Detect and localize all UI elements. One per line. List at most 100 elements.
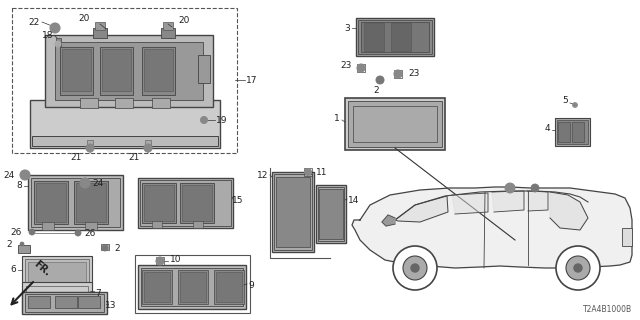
Circle shape bbox=[200, 116, 207, 124]
Polygon shape bbox=[492, 191, 524, 212]
Circle shape bbox=[20, 170, 30, 180]
Bar bbox=[32, 136, 218, 146]
Bar bbox=[102, 49, 131, 91]
Circle shape bbox=[505, 183, 515, 193]
Circle shape bbox=[156, 257, 164, 265]
Bar bbox=[391, 23, 411, 51]
Bar bbox=[214, 270, 244, 304]
Bar bbox=[357, 64, 365, 72]
Text: 2: 2 bbox=[6, 239, 12, 249]
Text: 6: 6 bbox=[10, 266, 16, 275]
Bar bbox=[319, 189, 343, 239]
Text: 2: 2 bbox=[114, 244, 120, 252]
Bar bbox=[193, 221, 203, 228]
Bar bbox=[135, 255, 250, 313]
Bar bbox=[76, 183, 106, 222]
Bar bbox=[28, 296, 50, 308]
Bar bbox=[348, 101, 442, 147]
Polygon shape bbox=[527, 191, 548, 211]
Bar bbox=[55, 296, 77, 308]
Circle shape bbox=[86, 144, 94, 152]
Bar bbox=[198, 55, 210, 83]
Circle shape bbox=[144, 144, 152, 152]
Circle shape bbox=[566, 256, 590, 280]
Bar bbox=[274, 174, 312, 250]
Bar bbox=[180, 272, 206, 302]
Polygon shape bbox=[452, 193, 488, 214]
Bar bbox=[180, 183, 214, 223]
Circle shape bbox=[411, 264, 419, 272]
Bar bbox=[18, 245, 30, 253]
Circle shape bbox=[531, 184, 539, 192]
Circle shape bbox=[305, 169, 312, 175]
Polygon shape bbox=[382, 215, 395, 226]
Bar bbox=[62, 49, 91, 91]
Bar bbox=[358, 20, 432, 54]
Bar bbox=[28, 262, 86, 288]
Circle shape bbox=[20, 242, 24, 246]
Bar bbox=[144, 49, 173, 91]
Bar bbox=[74, 181, 108, 224]
Bar bbox=[34, 181, 68, 224]
Circle shape bbox=[393, 246, 437, 290]
Text: 23: 23 bbox=[340, 60, 352, 69]
Bar bbox=[26, 286, 88, 308]
Bar bbox=[572, 122, 584, 142]
Bar bbox=[138, 265, 246, 309]
Bar bbox=[216, 272, 242, 302]
Text: 26: 26 bbox=[11, 228, 22, 236]
Text: 22: 22 bbox=[29, 18, 40, 27]
Bar bbox=[87, 140, 93, 148]
Bar bbox=[42, 222, 54, 230]
Bar bbox=[361, 22, 429, 52]
Text: 21: 21 bbox=[129, 153, 140, 162]
Circle shape bbox=[574, 264, 582, 272]
Bar bbox=[318, 187, 344, 241]
Circle shape bbox=[55, 41, 61, 47]
Bar bbox=[558, 122, 570, 142]
Text: FR.: FR. bbox=[32, 259, 52, 278]
Text: 1: 1 bbox=[334, 114, 340, 123]
Bar bbox=[25, 294, 104, 312]
Bar bbox=[141, 268, 243, 306]
Polygon shape bbox=[550, 192, 588, 230]
Bar bbox=[138, 178, 233, 228]
Bar bbox=[142, 183, 176, 223]
Bar bbox=[56, 38, 61, 46]
Circle shape bbox=[573, 102, 577, 108]
Bar bbox=[93, 28, 107, 38]
Text: 17: 17 bbox=[246, 76, 257, 84]
Bar bbox=[304, 168, 312, 176]
Bar bbox=[394, 70, 402, 78]
Bar bbox=[36, 183, 66, 222]
Circle shape bbox=[29, 229, 35, 235]
Bar bbox=[622, 228, 632, 246]
Bar bbox=[178, 270, 208, 304]
Bar bbox=[60, 47, 93, 95]
Bar bbox=[22, 282, 92, 312]
Text: 10: 10 bbox=[170, 255, 182, 265]
Text: 8: 8 bbox=[16, 180, 22, 189]
Bar bbox=[85, 222, 97, 230]
Circle shape bbox=[357, 64, 365, 72]
Text: 24: 24 bbox=[4, 171, 15, 180]
Text: 23: 23 bbox=[408, 68, 419, 77]
Text: 15: 15 bbox=[232, 196, 243, 204]
Circle shape bbox=[376, 76, 384, 84]
Bar bbox=[25, 259, 89, 291]
Bar bbox=[78, 296, 100, 308]
Polygon shape bbox=[395, 196, 448, 222]
Text: 9: 9 bbox=[248, 281, 253, 290]
Bar bbox=[182, 185, 212, 221]
Text: 3: 3 bbox=[344, 23, 350, 33]
Bar bbox=[316, 185, 346, 243]
Bar bbox=[115, 98, 133, 108]
Bar bbox=[152, 221, 162, 228]
Circle shape bbox=[102, 245, 108, 251]
Bar bbox=[142, 270, 172, 304]
Bar bbox=[276, 177, 310, 247]
Bar bbox=[28, 175, 123, 230]
Text: 24: 24 bbox=[92, 179, 103, 188]
Bar bbox=[557, 120, 588, 144]
Circle shape bbox=[80, 178, 90, 188]
